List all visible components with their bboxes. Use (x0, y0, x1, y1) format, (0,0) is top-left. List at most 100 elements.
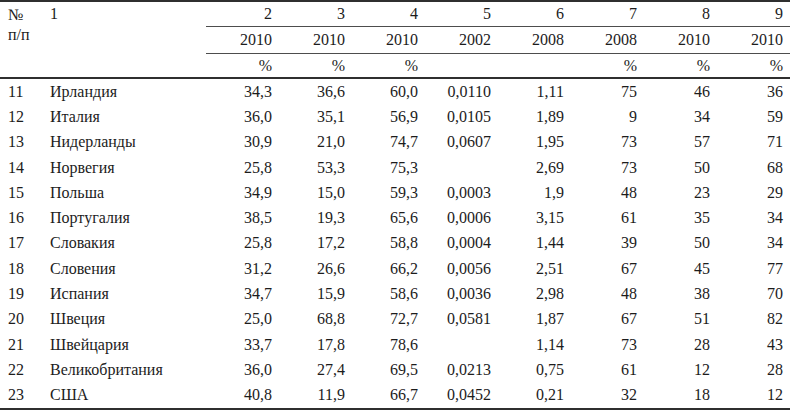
value-cell: 73 (571, 130, 644, 155)
value-cell: 66,7 (352, 383, 425, 409)
value-cell: 77 (717, 256, 790, 281)
country-name: Ирландия (40, 78, 206, 104)
value-cell: 27,4 (279, 357, 352, 382)
header-unit-7: % (571, 54, 644, 79)
value-cell (425, 332, 498, 357)
country-name: Испания (40, 281, 206, 306)
value-cell: 1,11 (498, 78, 571, 104)
value-cell: 38,5 (206, 205, 279, 230)
value-cell: 0,0213 (425, 357, 498, 382)
value-cell: 75 (571, 78, 644, 104)
value-cell: 26,6 (279, 256, 352, 281)
value-cell: 58,8 (352, 231, 425, 256)
row-number: 23 (0, 383, 40, 409)
table-row: 13Нидерланды30,921,074,70,06071,95735771 (0, 130, 790, 155)
header-unit-3: % (279, 54, 352, 79)
value-cell: 71 (717, 130, 790, 155)
value-cell: 53,3 (279, 155, 352, 180)
header-rownum-line2: п/п (8, 25, 40, 45)
value-cell (425, 155, 498, 180)
header-col-number-3: 3 (279, 1, 352, 27)
value-cell: 28 (717, 357, 790, 382)
table-row: 21Швейцария33,717,878,61,14732843 (0, 332, 790, 357)
value-cell: 0,0607 (425, 130, 498, 155)
header-year-6: 2008 (498, 27, 571, 54)
value-cell: 45 (644, 256, 717, 281)
value-cell: 2,98 (498, 281, 571, 306)
value-cell: 1,89 (498, 104, 571, 129)
value-cell: 40,8 (206, 383, 279, 409)
value-cell: 48 (571, 281, 644, 306)
value-cell: 78,6 (352, 332, 425, 357)
header-rownum-cell: № п/п (0, 1, 40, 78)
value-cell: 66,2 (352, 256, 425, 281)
value-cell: 0,0452 (425, 383, 498, 409)
value-cell: 75,3 (352, 155, 425, 180)
header-country-col: 1 (40, 1, 206, 78)
header-col-number-5: 5 (425, 1, 498, 27)
country-name: США (40, 383, 206, 409)
value-cell: 21,0 (279, 130, 352, 155)
table-row: 22Великобритания36,027,469,50,02130,7561… (0, 357, 790, 382)
value-cell: 50 (644, 155, 717, 180)
value-cell: 35 (644, 205, 717, 230)
header-col-number-2: 2 (206, 1, 279, 27)
country-name: Швеция (40, 307, 206, 332)
table-row: 18Словения31,226,666,20,00562,51674577 (0, 256, 790, 281)
value-cell: 28 (644, 332, 717, 357)
value-cell: 61 (571, 205, 644, 230)
value-cell: 0,0036 (425, 281, 498, 306)
value-cell: 33,7 (206, 332, 279, 357)
value-cell: 34 (717, 231, 790, 256)
value-cell: 15,9 (279, 281, 352, 306)
value-cell: 9 (571, 104, 644, 129)
value-cell: 1,95 (498, 130, 571, 155)
value-cell: 1,87 (498, 307, 571, 332)
value-cell: 35,1 (279, 104, 352, 129)
value-cell: 0,21 (498, 383, 571, 409)
value-cell: 3,15 (498, 205, 571, 230)
table-row: 23США40,811,966,70,04520,21321812 (0, 383, 790, 409)
value-cell: 59 (717, 104, 790, 129)
value-cell: 72,7 (352, 307, 425, 332)
table-row: 16Португалия38,519,365,60,00063,15613534 (0, 205, 790, 230)
country-name: Норвегия (40, 155, 206, 180)
document-page: № п/п 1 23456789 20102010201020022008200… (0, 0, 790, 414)
row-number: 21 (0, 332, 40, 357)
row-number: 22 (0, 357, 40, 382)
value-cell: 68,8 (279, 307, 352, 332)
value-cell: 58,6 (352, 281, 425, 306)
header-year-7: 2008 (571, 27, 644, 54)
value-cell: 36,0 (206, 357, 279, 382)
value-cell: 34 (644, 104, 717, 129)
table-header: № п/п 1 23456789 20102010201020022008200… (0, 1, 790, 78)
value-cell: 36 (717, 78, 790, 104)
row-number: 11 (0, 78, 40, 104)
value-cell: 56,9 (352, 104, 425, 129)
row-number: 13 (0, 130, 40, 155)
value-cell: 39 (571, 231, 644, 256)
value-cell: 32 (571, 383, 644, 409)
value-cell: 38 (644, 281, 717, 306)
value-cell: 1,44 (498, 231, 571, 256)
value-cell: 69,5 (352, 357, 425, 382)
value-cell: 15,0 (279, 180, 352, 205)
header-unit-4: % (352, 54, 425, 79)
value-cell: 0,0056 (425, 256, 498, 281)
table-row: 19Испания34,715,958,60,00362,98483870 (0, 281, 790, 306)
value-cell: 34,9 (206, 180, 279, 205)
table-row: 17Словакия25,817,258,80,00041,44395034 (0, 231, 790, 256)
value-cell: 12 (717, 383, 790, 409)
value-cell: 12 (644, 357, 717, 382)
country-name: Португалия (40, 205, 206, 230)
statistics-table: № п/п 1 23456789 20102010201020022008200… (0, 0, 790, 410)
row-number: 18 (0, 256, 40, 281)
header-year-5: 2002 (425, 27, 498, 54)
value-cell: 0,0110 (425, 78, 498, 104)
row-number: 19 (0, 281, 40, 306)
value-cell: 1,9 (498, 180, 571, 205)
row-number: 15 (0, 180, 40, 205)
table-row: 11Ирландия34,336,660,00,01101,11754636 (0, 78, 790, 104)
country-name: Швейцария (40, 332, 206, 357)
value-cell: 0,0581 (425, 307, 498, 332)
